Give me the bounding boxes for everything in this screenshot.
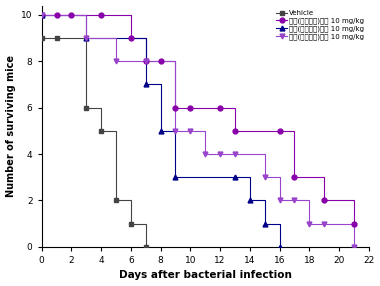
잘깨(생물전환)산물 10 mg/kg	[188, 129, 193, 133]
잘깨(생물전환)산물 10 mg/kg	[307, 222, 312, 225]
Vehicle	[114, 199, 118, 202]
미강(생물전환)산물 10 mg/kg	[144, 59, 148, 63]
잘깨(생물전환)산물 10 mg/kg	[114, 59, 118, 63]
미강(생물전환)산물 10 mg/kg	[158, 59, 163, 63]
미강(생물전환)산물 10 mg/kg	[99, 13, 103, 17]
미강(생물전환)산물 10 mg/kg	[54, 13, 59, 17]
대두(생물전환)산물 10 mg/kg	[263, 222, 267, 225]
미강(생물전환)산물 10 mg/kg	[128, 36, 133, 40]
Vehicle	[40, 36, 44, 40]
잘깨(생물전환)산물 10 mg/kg	[173, 129, 178, 133]
Line: Vehicle: Vehicle	[39, 36, 148, 249]
잘깨(생물전환)산물 10 mg/kg	[292, 199, 297, 202]
Vehicle	[99, 129, 103, 133]
미강(생물전환)산물 10 mg/kg	[173, 106, 178, 109]
미강(생물전환)산물 10 mg/kg	[233, 129, 237, 133]
대두(생물전환)산물 10 mg/kg	[233, 176, 237, 179]
잘깨(생물전환)산물 10 mg/kg	[352, 245, 356, 249]
Line: 잘깨(생물전환)산물 10 mg/kg: 잘깨(생물전환)산물 10 mg/kg	[39, 12, 356, 249]
Line: 미강(생물전환)산물 10 mg/kg: 미강(생물전환)산물 10 mg/kg	[39, 12, 356, 226]
잘깨(생물전환)산물 10 mg/kg	[233, 152, 237, 156]
미강(생물전환)산물 10 mg/kg	[40, 13, 44, 17]
미강(생물전환)산물 10 mg/kg	[218, 106, 222, 109]
대두(생물전환)산물 10 mg/kg	[158, 129, 163, 133]
대두(생물전환)산물 10 mg/kg	[247, 199, 252, 202]
잘깨(생물전환)산물 10 mg/kg	[322, 222, 326, 225]
Vehicle	[144, 245, 148, 249]
Line: 대두(생물전환)산물 10 mg/kg: 대두(생물전환)산물 10 mg/kg	[39, 12, 282, 249]
대두(생물전환)산물 10 mg/kg	[173, 176, 178, 179]
잘깨(생물전환)산물 10 mg/kg	[40, 13, 44, 17]
미강(생물전환)산물 10 mg/kg	[188, 106, 193, 109]
잘깨(생물전환)산물 10 mg/kg	[218, 152, 222, 156]
미강(생물전환)산물 10 mg/kg	[352, 222, 356, 225]
잘깨(생물전환)산물 10 mg/kg	[263, 176, 267, 179]
대두(생물전환)산물 10 mg/kg	[277, 245, 282, 249]
미강(생물전환)산물 10 mg/kg	[322, 199, 326, 202]
Legend: Vehicle, 미강(생물전환)산물 10 mg/kg, 대두(생물전환)산물 10 mg/kg, 잘깨(생물전환)산물 10 mg/kg: Vehicle, 미강(생물전환)산물 10 mg/kg, 대두(생물전환)산물…	[275, 9, 365, 42]
Vehicle	[54, 36, 59, 40]
Y-axis label: Number of surviving mice: Number of surviving mice	[6, 55, 16, 197]
잘깨(생물전환)산물 10 mg/kg	[144, 59, 148, 63]
Vehicle	[84, 106, 89, 109]
미강(생물전환)산물 10 mg/kg	[277, 129, 282, 133]
잘깨(생물전환)산물 10 mg/kg	[277, 199, 282, 202]
미강(생물전환)산물 10 mg/kg	[292, 176, 297, 179]
잘깨(생물전환)산물 10 mg/kg	[203, 152, 207, 156]
대두(생물전환)산물 10 mg/kg	[144, 83, 148, 86]
대두(생물전환)산물 10 mg/kg	[40, 13, 44, 17]
잘깨(생물전환)산물 10 mg/kg	[84, 36, 89, 40]
대두(생물전환)산물 10 mg/kg	[84, 36, 89, 40]
미강(생물전환)산물 10 mg/kg	[69, 13, 74, 17]
X-axis label: Days after bacterial infection: Days after bacterial infection	[119, 271, 292, 281]
Vehicle	[128, 222, 133, 225]
